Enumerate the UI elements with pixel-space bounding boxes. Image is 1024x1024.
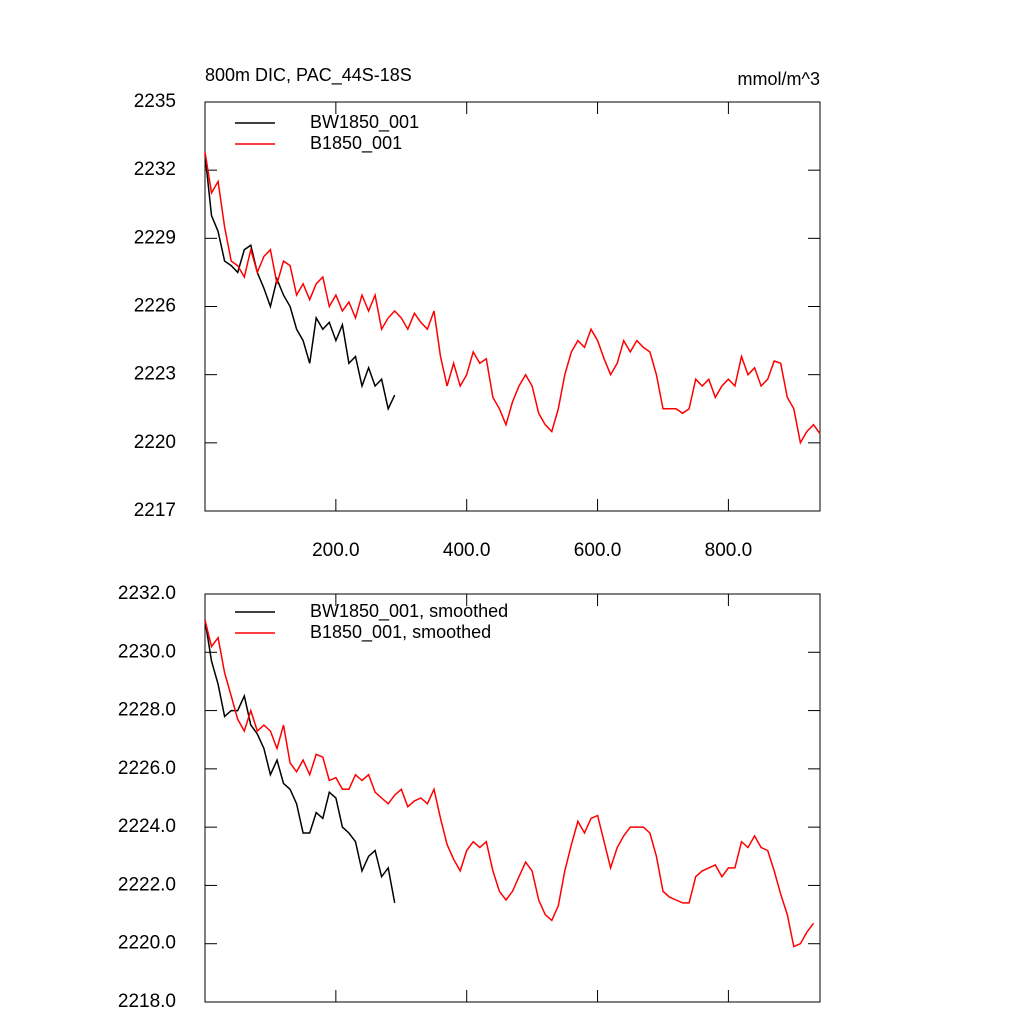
y-tick-label: 2229 [134, 227, 176, 248]
legend-label: B1850_001, smoothed [310, 622, 491, 643]
y-tick-label: 2222.0 [118, 874, 176, 895]
data-line [204, 620, 815, 948]
y-tick-label: 2228.0 [118, 700, 176, 721]
y-tick-label: 2224.0 [118, 816, 176, 837]
x-tick-label: 400.0 [443, 540, 491, 561]
legend-label: B1850_001 [310, 133, 402, 154]
x-tick-label: 800.0 [705, 540, 753, 561]
y-tick-label: 2232 [134, 159, 176, 180]
y-tick-label: 2220 [134, 432, 176, 453]
legend-label: BW1850_001 [310, 112, 419, 133]
y-tick-label: 2232.0 [118, 583, 176, 604]
y-tick-label: 2226.0 [118, 758, 176, 779]
x-tick-label: 200.0 [312, 540, 360, 561]
units-label: mmol/m^3 [738, 69, 820, 89]
y-tick-label: 2220.0 [118, 933, 176, 954]
y-tick-label: 2218.0 [118, 991, 176, 1012]
y-tick-label: 2223 [134, 364, 176, 385]
y-tick-label: 2217 [134, 500, 176, 521]
data-line [204, 151, 821, 445]
y-tick-label: 2230.0 [118, 641, 176, 662]
y-tick-label: 2235 [134, 91, 176, 112]
data-line [204, 154, 396, 412]
y-tick-label: 2226 [134, 296, 176, 317]
chart-title: 800m DIC, PAC_44S-18S [205, 65, 412, 86]
legend-label: BW1850_001, smoothed [310, 601, 508, 622]
data-line [204, 620, 396, 904]
x-tick-label: 600.0 [574, 540, 622, 561]
plot-frame [204, 593, 821, 1003]
